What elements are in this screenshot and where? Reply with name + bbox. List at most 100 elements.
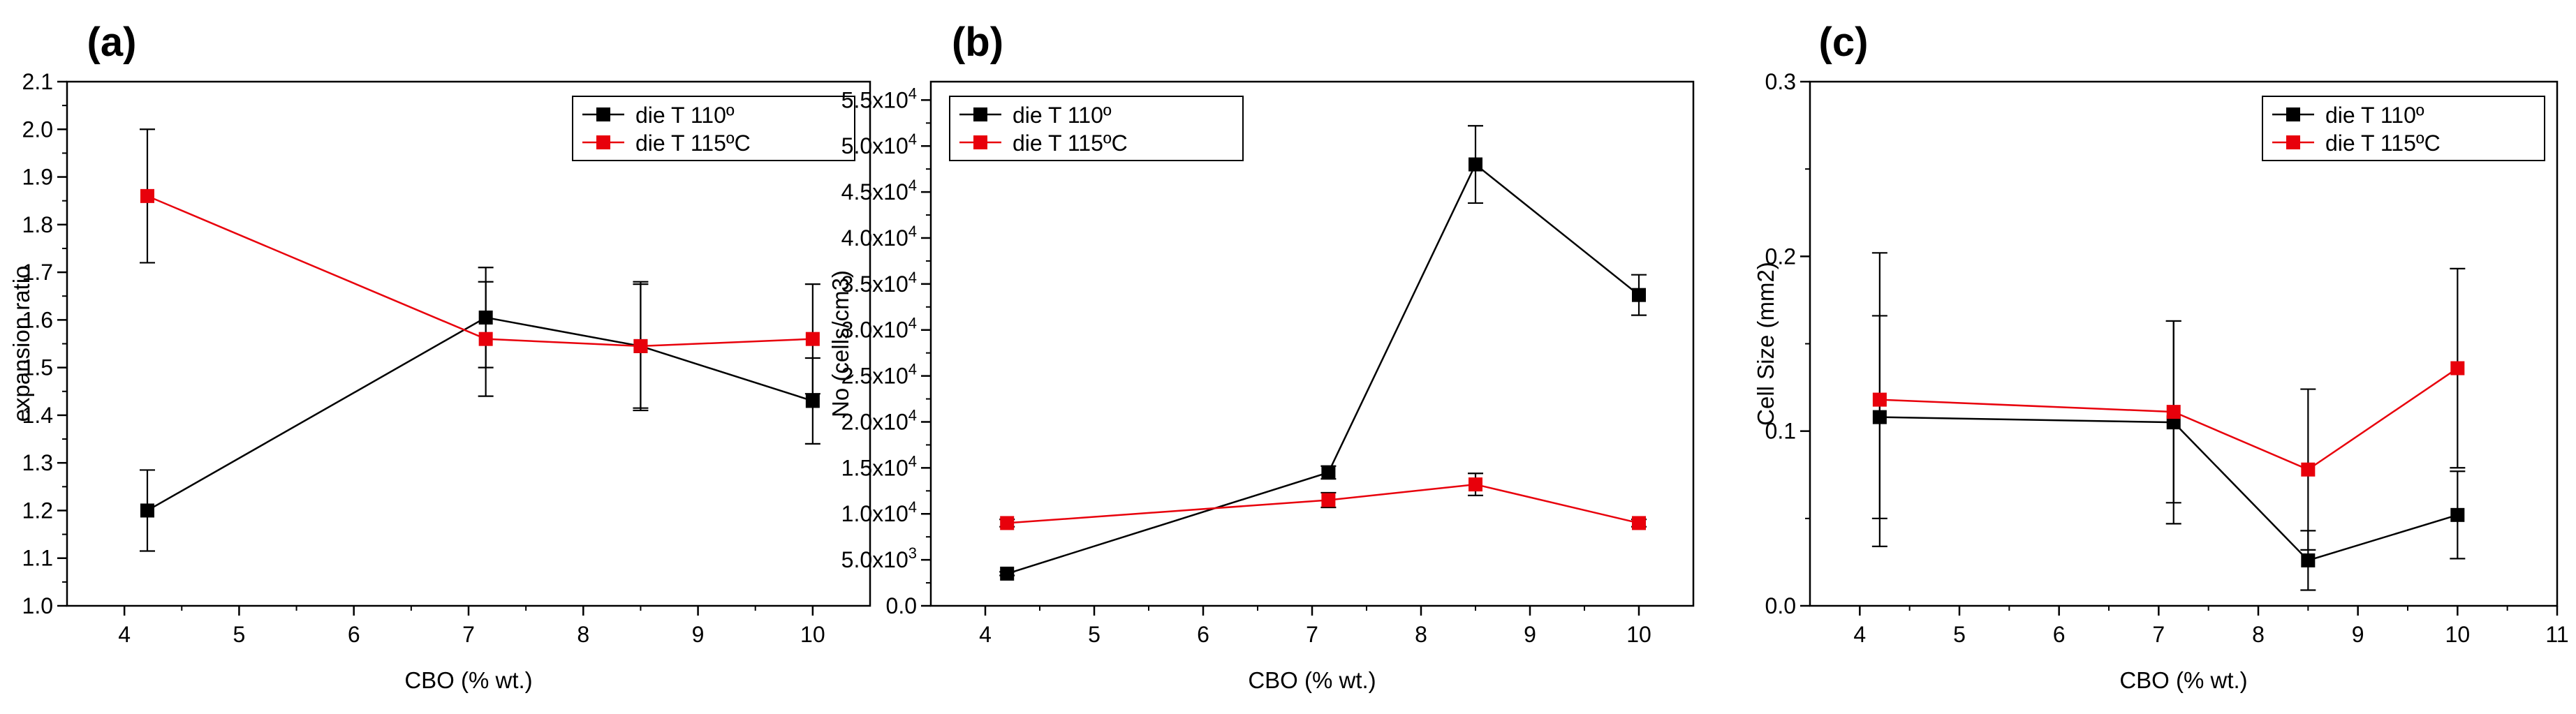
legend-marker (2286, 107, 2300, 121)
x-tick-label: 10 (1626, 622, 1651, 647)
legend-label: die T 115ºC (635, 131, 751, 156)
y-tick-mantissa: 4.5x10 (841, 179, 908, 204)
x-tick-label: 10 (800, 622, 825, 647)
legend-marker (973, 135, 987, 149)
y-tick-mantissa: 1.5x10 (841, 455, 908, 480)
series-1 (999, 473, 1647, 530)
y-tick-label: 0.2 (1765, 244, 1796, 269)
y-tick-exponent: 4 (908, 452, 917, 470)
y-tick-label: 1.3 (22, 450, 53, 475)
y-tick-exponent: 4 (908, 498, 917, 516)
data-point (1000, 566, 1015, 581)
x-tick-label: 9 (2352, 622, 2364, 647)
series-1 (140, 128, 820, 409)
data-point (140, 188, 154, 203)
legend-label: die T 110º (2325, 103, 2424, 128)
y-axis-title: No (cells/cm3) (827, 270, 853, 417)
x-tick-label: 7 (2152, 622, 2165, 647)
y-tick-label: 1.0x104 (841, 498, 917, 526)
y-tick-mantissa: 4.0x10 (841, 225, 908, 251)
y-tick-exponent: 3 (908, 544, 917, 562)
data-point (1000, 516, 1015, 530)
y-tick-label: 1.7 (22, 260, 53, 285)
y-tick-mantissa: 3.5x10 (841, 272, 908, 297)
series-0 (1871, 315, 2466, 591)
y-tick-exponent: 4 (908, 84, 917, 102)
y-tick-exponent: 4 (908, 361, 917, 378)
data-point (1321, 493, 1336, 507)
y-tick-label: 2.5x104 (841, 361, 917, 389)
y-tick-label: 5.0x104 (841, 131, 917, 158)
series-0 (999, 125, 1647, 581)
x-tick-label: 4 (118, 622, 131, 647)
x-tick-label: 5 (1953, 622, 1966, 647)
data-point (1469, 157, 1482, 172)
y-tick-label: 0.3 (1765, 69, 1796, 94)
data-point (1872, 392, 1887, 407)
y-tick-mantissa: 3.0x10 (841, 318, 908, 343)
legend: die T 110º die T 115ºC (2262, 96, 2545, 161)
chart-panel-b: (b)4 5 6 7 8 9 100.05.0x1031.0x1041.5x1042.0x1… (827, 20, 1695, 693)
legend-label: die T 115ºC (2325, 131, 2441, 156)
data-point (805, 394, 820, 408)
y-tick-mantissa: 5.5x10 (841, 87, 908, 112)
data-point (2301, 462, 2316, 477)
data-point (1469, 477, 1482, 492)
legend-marker (2286, 135, 2300, 149)
x-tick-label: 11 (2545, 622, 2568, 647)
y-tick-exponent: 4 (908, 223, 917, 240)
y-tick-label: 0.1 (1765, 419, 1796, 444)
data-point (1632, 288, 1646, 302)
y-tick-label: 5.5x104 (841, 84, 917, 112)
y-tick-exponent: 4 (908, 177, 917, 194)
y-tick-label: 1.6 (22, 307, 53, 332)
legend-marker (596, 107, 610, 121)
y-tick-label: 1.0 (22, 593, 53, 618)
x-tick-label: 7 (1306, 622, 1318, 647)
x-tick-label: 8 (2252, 622, 2265, 647)
y-tick-label: 1.8 (22, 212, 53, 237)
x-tick-label: 4 (1853, 622, 1866, 647)
x-tick-label: 7 (462, 622, 475, 647)
data-point (1321, 465, 1336, 479)
x-tick-label: 9 (1524, 622, 1536, 647)
data-point (633, 339, 648, 353)
y-tick-label: 0.0 (1765, 593, 1796, 618)
panel-label: (b) (952, 20, 1003, 65)
y-tick-mantissa: 2.0x10 (841, 409, 908, 434)
series-line (1006, 163, 1640, 575)
x-tick-label: 5 (1088, 622, 1101, 647)
chart-panel-c: (c) 4 5 6 7 8 9 10 11 0.0 0.1 0.2 0.3 CBO (% wt.) Cell… (1753, 20, 2569, 693)
y-tick-label: 1.4 (22, 403, 53, 428)
panel-label: (c) (1819, 20, 1869, 65)
series-line (1879, 367, 2459, 471)
data-point (2450, 507, 2465, 522)
legend-box (2262, 96, 2545, 161)
data-point (2450, 361, 2465, 375)
data-point (2301, 553, 2316, 567)
y-tick-label: 3.0x104 (841, 315, 917, 343)
y-tick-label: 2.0 (22, 117, 53, 142)
series-line (147, 195, 813, 348)
series-line (1879, 416, 2458, 562)
data-point (2166, 405, 2181, 419)
legend-marker (596, 135, 610, 149)
y-tick-mantissa: 0.0 (886, 593, 917, 618)
y-tick-exponent: 4 (908, 269, 917, 286)
y-tick-exponent: 4 (908, 315, 917, 332)
x-tick-label: 8 (1415, 622, 1427, 647)
y-tick-label: 0.0 (886, 593, 917, 618)
chart-panel-a: (a) 4 5 6 7 8 9 10 1.0 1.1 1.2 1.3 1.4 1.5 1.6 1.7 1.8 1.… (8, 20, 871, 693)
x-tick-label: 6 (1197, 622, 1209, 647)
y-axis-title: expansion ratio (8, 266, 34, 422)
legend-label: die T 110º (1013, 103, 1112, 128)
legend-label: die T 115ºC (1013, 131, 1128, 156)
y-tick-exponent: 4 (908, 131, 917, 148)
y-tick-label: 1.2 (22, 498, 53, 523)
y-tick-label: 1.5 (22, 355, 53, 380)
panel-label: (a) (87, 20, 137, 65)
series-line (147, 316, 814, 512)
legend: die T 110º die T 115ºC (949, 96, 1244, 161)
series-line (1007, 483, 1640, 524)
